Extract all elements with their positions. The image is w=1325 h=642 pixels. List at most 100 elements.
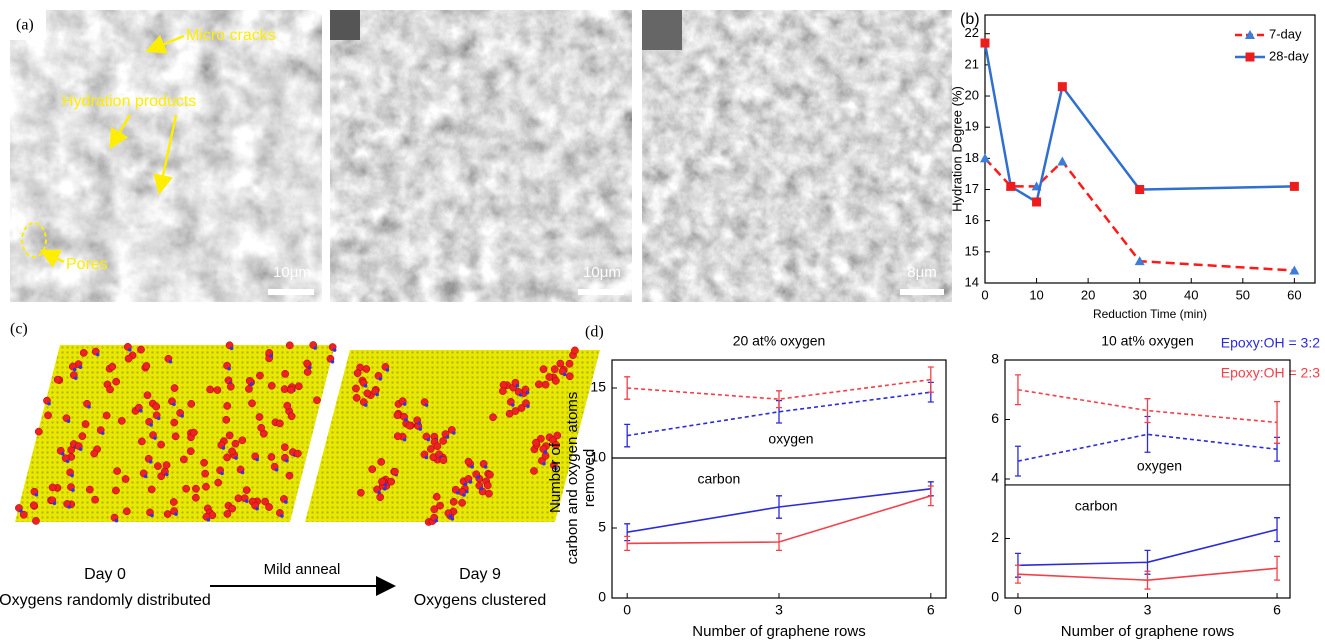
hydrogen-atom xyxy=(379,377,383,381)
legend-marker xyxy=(1246,53,1255,62)
oxygen-atom xyxy=(571,347,578,354)
oxygen-atom xyxy=(224,402,231,409)
oxygen-atom xyxy=(486,471,493,478)
hydrogen-atom xyxy=(66,459,70,463)
hydrogen-atom xyxy=(149,460,153,464)
oxygen-atom xyxy=(281,385,288,392)
y-tick-label: 16 xyxy=(965,212,979,227)
hydrogen-atom xyxy=(172,402,176,406)
hydrogen-atom xyxy=(526,391,530,395)
oxygen-atom xyxy=(363,365,370,372)
oxygen-atom xyxy=(566,360,573,367)
oxygen-atom xyxy=(391,468,398,475)
hydrogen-atom xyxy=(446,435,450,439)
oxygen-atom xyxy=(54,376,61,383)
oxygen-atom xyxy=(485,490,492,497)
oxygen-atom xyxy=(180,456,187,463)
hydrogen-atom xyxy=(255,507,259,511)
oxygen-atom xyxy=(378,458,385,465)
scale-bar-label: 10μm xyxy=(273,264,311,281)
hydrogen-atom xyxy=(563,373,567,377)
series-line xyxy=(985,43,1294,202)
hydrogen-atom xyxy=(230,346,234,350)
oxygen-atom xyxy=(163,461,170,468)
legend-label: 28-day xyxy=(1269,48,1309,63)
oxygen-atom xyxy=(388,478,395,485)
x-tick-label: 30 xyxy=(1132,287,1146,302)
oxygen-atom xyxy=(304,368,311,375)
oxygen-atom xyxy=(256,413,263,420)
hydrogen-atom xyxy=(150,514,154,518)
panel-label: (a) xyxy=(16,17,34,34)
oxygen-atom xyxy=(183,485,190,492)
annotation: carbon xyxy=(697,471,740,487)
oxygen-atom xyxy=(546,373,553,380)
oxygen-atom xyxy=(499,387,506,394)
oxygen-atom xyxy=(433,493,440,500)
chart: 1415161718192021220102030405060(b)Reduct… xyxy=(949,11,1315,321)
hydrogen-atom xyxy=(165,473,169,477)
y-tick-label: 0 xyxy=(598,589,606,605)
hydrogen-atom xyxy=(425,456,429,460)
y-tick-label: 5 xyxy=(598,519,606,535)
oxygen-atom xyxy=(512,407,519,414)
oxygen-atom xyxy=(35,428,42,435)
oxygen-atom xyxy=(118,417,125,424)
caption: Day 9 xyxy=(459,566,501,583)
oxygen-atom xyxy=(431,506,438,513)
x-tick-label: 10 xyxy=(1029,287,1043,302)
hydrogen-atom xyxy=(434,519,438,523)
oxygen-atom xyxy=(465,458,472,465)
scale-bar xyxy=(900,289,944,295)
hydrogen-atom xyxy=(480,487,484,491)
oxygen-atom xyxy=(265,503,272,510)
y-tick-label: 20 xyxy=(965,87,979,102)
y-tick-label: 8 xyxy=(991,351,999,367)
hydrogen-atom xyxy=(53,501,57,505)
marker xyxy=(1135,185,1144,194)
oxygen-atom xyxy=(450,498,457,505)
oxygen-atom xyxy=(114,467,121,474)
oxygen-atom xyxy=(164,510,171,517)
hydrogen-atom xyxy=(180,414,184,418)
hydrogen-atom xyxy=(462,493,466,497)
oxygen-atom xyxy=(532,439,539,446)
oxygen-atom xyxy=(288,413,295,420)
oxygen-atom xyxy=(30,502,37,509)
oxygen-atom xyxy=(122,475,129,482)
oxygen-atom xyxy=(256,372,263,379)
oxygen-atom xyxy=(276,420,283,427)
oxygen-atom xyxy=(144,392,151,399)
oxygen-atom xyxy=(282,370,289,377)
oxygen-atom xyxy=(154,462,161,469)
oxygen-atom xyxy=(187,448,194,455)
oxygen-atom xyxy=(86,486,93,493)
oxygen-atom xyxy=(123,508,130,515)
x-tick-label: 0 xyxy=(1014,602,1022,618)
y-axis-label: Hydration Degree (%) xyxy=(949,86,964,212)
oxygen-atom xyxy=(248,400,255,407)
hydrogen-atom xyxy=(70,474,74,478)
oxygen-atom xyxy=(223,454,230,461)
x-tick-label: 0 xyxy=(981,287,988,302)
hydrogen-atom xyxy=(227,367,231,371)
hydrogen-atom xyxy=(375,393,379,397)
hydrogen-atom xyxy=(207,518,211,522)
oxygen-atom xyxy=(268,453,275,460)
hydrogen-atom xyxy=(313,346,317,350)
oxygen-atom xyxy=(530,467,537,474)
oxygen-atom xyxy=(313,397,320,404)
hydrogen-atom xyxy=(275,468,279,472)
y-tick-label: 6 xyxy=(991,410,999,426)
oxygen-atom xyxy=(353,394,360,401)
oxygen-atom xyxy=(434,443,441,450)
hydrogen-atom xyxy=(280,514,284,518)
oxygen-atom xyxy=(551,366,558,373)
x-tick-label: 50 xyxy=(1236,287,1250,302)
oxygen-atom xyxy=(106,386,113,393)
chart-title: 10 at% oxygen xyxy=(1101,333,1194,349)
oxygen-atom xyxy=(369,466,376,473)
y-tick-label: 15 xyxy=(590,379,606,395)
legend-label: Epoxy:OH = 2:3 xyxy=(1221,365,1320,381)
hydrogen-atom xyxy=(452,431,456,435)
